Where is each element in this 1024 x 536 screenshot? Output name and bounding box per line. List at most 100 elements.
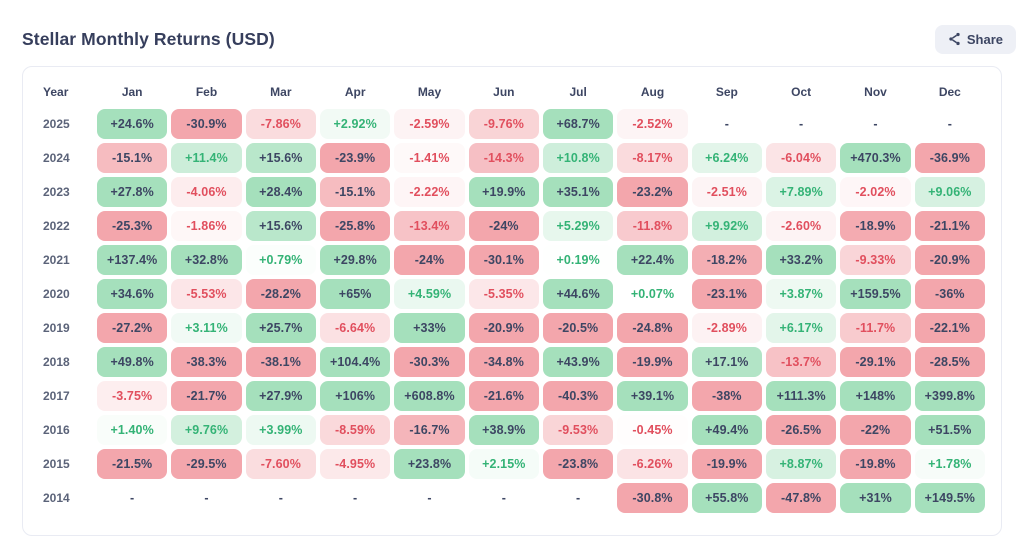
return-cell: -9.76%	[468, 109, 539, 139]
return-cell: -19.9%	[617, 347, 688, 377]
return-cell: +44.6%	[543, 279, 614, 309]
return-cell: -26.5%	[766, 415, 837, 445]
return-cell: -30.8%	[617, 483, 688, 513]
return-cell: +34.6%	[97, 279, 168, 309]
row-year: 2014	[43, 491, 70, 505]
share-nodes-icon	[948, 32, 961, 46]
return-cell: -	[353, 491, 358, 505]
return-cell: -9.53%	[543, 415, 614, 445]
return-cell: +23.8%	[394, 449, 465, 479]
return-cell: +7.89%	[766, 177, 837, 207]
row-year: 2016	[43, 423, 70, 437]
header-bar: Stellar Monthly Returns (USD) Share	[22, 22, 1016, 56]
return-cell: -	[947, 117, 952, 131]
return-cell: +39.1%	[617, 381, 688, 411]
return-cell: +148%	[840, 381, 911, 411]
row-year: 2022	[43, 219, 70, 233]
return-cell: -	[873, 117, 878, 131]
return-cell: -2.52%	[617, 109, 688, 139]
return-cell: -23.1%	[691, 279, 762, 309]
return-cell: +31%	[840, 483, 911, 513]
return-cell: -14.3%	[468, 143, 539, 173]
return-cell: -11.8%	[617, 211, 688, 241]
return-cell: -15.1%	[97, 143, 168, 173]
return-cell: -18.2%	[691, 245, 762, 275]
return-cell: +32.8%	[171, 245, 242, 275]
return-cell: -2.59%	[394, 109, 465, 139]
return-cell: +3.11%	[171, 313, 242, 343]
return-cell: +104.4%	[320, 347, 391, 377]
return-cell: -20.9%	[468, 313, 539, 343]
return-cell: +0.79%	[245, 245, 316, 275]
return-cell: +27.9%	[245, 381, 316, 411]
return-cell: +28.4%	[245, 177, 316, 207]
return-cell: -23.8%	[543, 449, 614, 479]
return-cell: +9.06%	[914, 177, 985, 207]
return-cell: +8.87%	[766, 449, 837, 479]
row-year: 2015	[43, 457, 70, 471]
return-cell: +3.87%	[766, 279, 837, 309]
column-header-year: Year	[43, 85, 69, 99]
return-cell: -18.9%	[840, 211, 911, 241]
return-cell: -19.9%	[691, 449, 762, 479]
return-cell: -29.5%	[171, 449, 242, 479]
return-cell: -2.02%	[840, 177, 911, 207]
column-header-sep: Sep	[715, 85, 738, 99]
return-cell: -11.7%	[840, 313, 911, 343]
return-cell: -	[576, 491, 581, 505]
return-cell: -15.1%	[320, 177, 391, 207]
row-year: 2025	[43, 117, 70, 131]
return-cell: +9.92%	[691, 211, 762, 241]
return-cell: +4.59%	[394, 279, 465, 309]
return-cell: -24%	[468, 211, 539, 241]
return-cell: -13.7%	[766, 347, 837, 377]
return-cell: +137.4%	[97, 245, 168, 275]
return-cell: -7.60%	[245, 449, 316, 479]
return-cell: -24.8%	[617, 313, 688, 343]
share-button-label: Share	[966, 31, 1003, 47]
return-cell: -	[799, 117, 804, 131]
return-cell: -20.5%	[543, 313, 614, 343]
return-cell: -23.2%	[617, 177, 688, 207]
share-button[interactable]: Share	[934, 24, 1016, 54]
return-cell: -21.6%	[468, 381, 539, 411]
row-year: 2024	[43, 151, 70, 165]
return-cell: +470.3%	[840, 143, 911, 173]
return-cell: -7.86%	[245, 109, 316, 139]
return-cell: -38.3%	[171, 347, 242, 377]
return-cell: +43.9%	[543, 347, 614, 377]
return-cell: +35.1%	[543, 177, 614, 207]
return-cell: -2.22%	[394, 177, 465, 207]
return-cell: -21.5%	[97, 449, 168, 479]
return-cell: +9.76%	[171, 415, 242, 445]
return-cell: -	[278, 491, 283, 505]
return-cell: +6.24%	[691, 143, 762, 173]
row-year: 2018	[43, 355, 70, 369]
return-cell: +68.7%	[543, 109, 614, 139]
page-title: Stellar Monthly Returns (USD)	[22, 28, 275, 49]
return-cell: +24.6%	[97, 109, 168, 139]
column-header-jun: Jun	[493, 85, 515, 99]
return-cell: +49.8%	[97, 347, 168, 377]
return-cell: +33.2%	[766, 245, 837, 275]
return-cell: -23.9%	[320, 143, 391, 173]
return-cell: -3.75%	[97, 381, 168, 411]
return-cell: -	[501, 491, 506, 505]
return-cell: -9.33%	[840, 245, 911, 275]
return-cell: -	[427, 491, 432, 505]
column-header-apr: Apr	[344, 85, 366, 99]
return-cell: -1.86%	[171, 211, 242, 241]
return-cell: -36.9%	[914, 143, 985, 173]
return-cell: +6.17%	[766, 313, 837, 343]
return-cell: -8.59%	[320, 415, 391, 445]
column-header-nov: Nov	[864, 85, 887, 99]
return-cell: +51.5%	[914, 415, 985, 445]
return-cell: +5.29%	[543, 211, 614, 241]
return-cell: +1.78%	[914, 449, 985, 479]
return-cell: +15.6%	[245, 143, 316, 173]
return-cell: -16.7%	[394, 415, 465, 445]
return-cell: +38.9%	[468, 415, 539, 445]
column-header-jul: Jul	[569, 85, 587, 99]
return-cell: -34.8%	[468, 347, 539, 377]
row-year: 2021	[43, 253, 70, 267]
